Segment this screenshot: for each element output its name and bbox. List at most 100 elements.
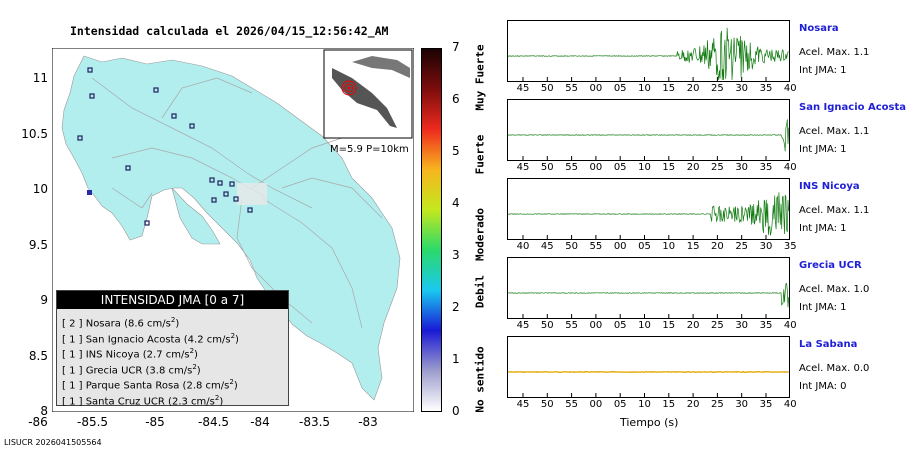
waveform-tick: 30 bbox=[759, 241, 773, 252]
legend-station: INS Nicoya bbox=[82, 349, 140, 361]
legend-close: ) bbox=[196, 364, 201, 376]
waveform-tick: 00 bbox=[589, 399, 603, 410]
map-x-tick: -85.5 bbox=[77, 415, 109, 429]
legend-level: [ 2 ] bbox=[62, 318, 83, 330]
waveform-tick: 50 bbox=[540, 83, 554, 94]
waveform-tick: 05 bbox=[613, 83, 627, 94]
intensity-legend: INTENSIDAD JMA [0 a 7] [ 2 ] Nosara (8.6… bbox=[56, 290, 289, 407]
legend-unit-sup: 2 bbox=[170, 316, 176, 324]
waveform-tick: 20 bbox=[686, 162, 700, 173]
waveform-tick: 55 bbox=[565, 83, 578, 94]
waveform-plot bbox=[507, 178, 790, 240]
station-name: Nosara bbox=[799, 23, 839, 34]
legend-accel: (4.2 cm/s bbox=[180, 333, 231, 345]
waveform-tick: 45 bbox=[516, 320, 530, 331]
map-y-tick: 8.5 bbox=[28, 348, 48, 363]
waveform-tick: 40 bbox=[783, 83, 797, 94]
waveform-tick: 25 bbox=[735, 241, 749, 252]
waveform-tick: 50 bbox=[540, 320, 554, 331]
waveform-tick: 25 bbox=[711, 320, 724, 331]
legend-row: [ 1 ] Santa Cruz UCR (2.3 cm/s2) bbox=[57, 391, 288, 407]
waveform-tick: 15 bbox=[662, 83, 676, 94]
colorbar-tick: 7 bbox=[452, 40, 460, 54]
waveform-tick: 50 bbox=[540, 399, 554, 410]
waveform-tick: 25 bbox=[711, 162, 724, 173]
waveform-plot bbox=[507, 99, 790, 161]
waveform-tick: 10 bbox=[662, 241, 676, 252]
waveform-tick: 35 bbox=[759, 320, 773, 331]
colorbar-category: Moderado bbox=[473, 208, 487, 261]
waveform-tick: 00 bbox=[613, 241, 627, 252]
waveform-tick: 40 bbox=[516, 241, 530, 252]
legend-close: ) bbox=[219, 395, 224, 407]
legend-accel: (2.8 cm/s bbox=[179, 380, 230, 392]
waveform-tick: 10 bbox=[638, 320, 651, 331]
legend-station: Grecia UCR bbox=[82, 364, 143, 376]
waveform-tick: 35 bbox=[759, 83, 773, 94]
waveform-tick: 05 bbox=[613, 162, 627, 173]
waveform-tick: 25 bbox=[711, 83, 724, 94]
legend-level: [ 1 ] bbox=[62, 395, 83, 407]
waveform-tick: 45 bbox=[540, 241, 554, 252]
colorbar-tick: 5 bbox=[452, 144, 460, 158]
waveform-tick: 20 bbox=[686, 320, 700, 331]
waveform-plot bbox=[507, 257, 790, 319]
station-accel: Acel. Max. 1.1 bbox=[799, 205, 870, 216]
station-accel: Acel. Max. 1.1 bbox=[799, 126, 870, 137]
legend-close: ) bbox=[233, 380, 238, 392]
map-y-tick: 9.5 bbox=[28, 237, 48, 252]
waveform-tick: 45 bbox=[516, 162, 530, 173]
waveform-tick: 55 bbox=[565, 399, 578, 410]
colorbar-tick: 3 bbox=[452, 248, 460, 262]
waveform-tick: 40 bbox=[783, 320, 797, 331]
legend-accel: (3.8 cm/s bbox=[142, 364, 193, 376]
legend-row: [ 2 ] Nosara (8.6 cm/s2) bbox=[57, 313, 288, 329]
waveform-tick: 40 bbox=[783, 162, 797, 173]
waveform-tick: 10 bbox=[638, 83, 651, 94]
map-x-tick: -86 bbox=[28, 415, 48, 429]
colorbar-tick: 0 bbox=[452, 404, 460, 418]
waveform-tick: 50 bbox=[540, 162, 554, 173]
waveform-tick: 20 bbox=[711, 241, 724, 252]
colorbar-category: Fuerte bbox=[473, 134, 487, 175]
waveform-tick: 35 bbox=[759, 399, 773, 410]
waveform-tick: 35 bbox=[759, 162, 773, 173]
waveform-tick: 30 bbox=[735, 399, 749, 410]
map-x-tick: -83.5 bbox=[299, 415, 331, 429]
station-name: Grecia UCR bbox=[799, 260, 862, 271]
legend-unit-sup: 2 bbox=[189, 347, 195, 355]
waveform-tick: 30 bbox=[735, 83, 749, 94]
legend-row: [ 1 ] INS Nicoya (2.7 cm/s2) bbox=[57, 344, 288, 360]
legend-station: San Ignacio Acosta bbox=[82, 333, 181, 345]
legend-level: [ 1 ] bbox=[62, 364, 83, 376]
waveform-tick: 35 bbox=[783, 241, 797, 252]
inset-label: M=5.9 P=10km bbox=[330, 144, 409, 155]
waveform-tick: 55 bbox=[589, 241, 603, 252]
colorbar-tick: 4 bbox=[452, 196, 460, 210]
station-jma: Int JMA: 1 bbox=[799, 65, 847, 76]
station-name: La Sabana bbox=[799, 339, 858, 350]
colorbar-tick: 6 bbox=[452, 92, 460, 106]
legend-station: Nosara bbox=[82, 318, 121, 330]
waveform-tick: 30 bbox=[735, 320, 749, 331]
colorbar-tick: 2 bbox=[452, 300, 460, 314]
legend-close: ) bbox=[194, 349, 198, 361]
waveform-plot bbox=[507, 336, 790, 398]
colorbar-category: Debil bbox=[473, 274, 487, 309]
map-title: Intensidad calculada el 2026/04/15_12:56… bbox=[70, 24, 389, 38]
legend-unit-sup: 2 bbox=[192, 362, 197, 371]
legend-close: ) bbox=[175, 318, 180, 330]
waveform-tick: 05 bbox=[613, 399, 627, 410]
legend-level: [ 1 ] bbox=[62, 349, 83, 361]
legend-station: Santa Cruz UCR bbox=[82, 395, 165, 407]
waveform-tick: 20 bbox=[686, 83, 700, 94]
footer-id: LISUCR 2026041505564 bbox=[4, 438, 102, 447]
station-accel: Acel. Max. 1.1 bbox=[799, 47, 870, 58]
waveform-tick: 15 bbox=[686, 241, 700, 252]
legend-level: [ 1 ] bbox=[62, 333, 83, 345]
waveform-tick: 40 bbox=[783, 399, 797, 410]
map-y-tick: 9 bbox=[40, 293, 48, 307]
colorbar-category: Muy Fuerte bbox=[473, 44, 487, 111]
waveform-tick: 05 bbox=[638, 241, 651, 252]
waveform-tick: 45 bbox=[516, 83, 530, 94]
